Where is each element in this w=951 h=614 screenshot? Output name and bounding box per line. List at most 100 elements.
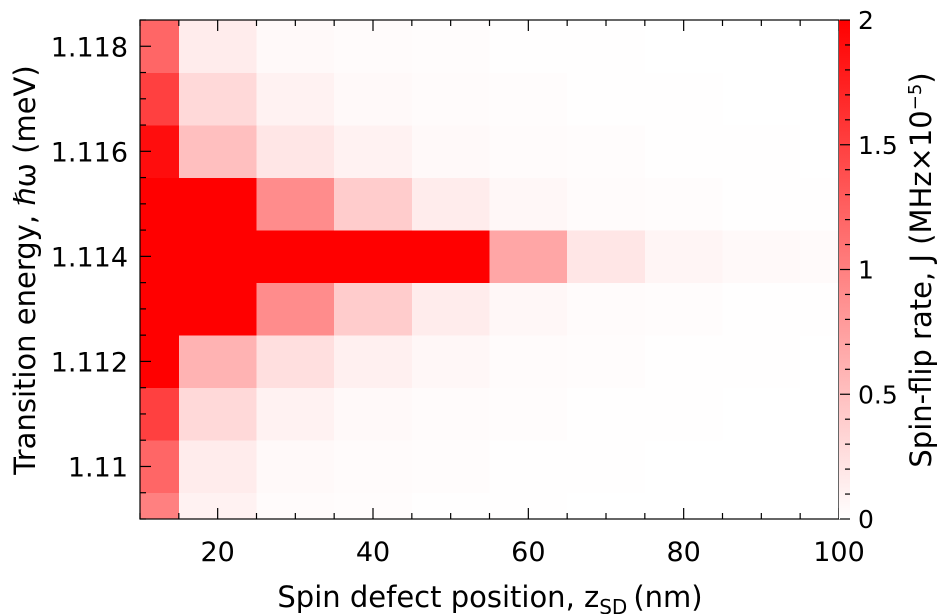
y-axis: 1.11 1.112 1.114 1.116 1.118 <box>51 19 151 520</box>
heatmap-cell <box>334 387 413 441</box>
heatmap-cell <box>800 230 840 284</box>
heatmap-cell <box>644 125 723 179</box>
heatmap-cell <box>411 440 490 494</box>
heatmap-cell <box>722 387 801 441</box>
heatmap-cell <box>800 492 840 520</box>
heatmap-cell <box>644 440 723 494</box>
heatmap-cell <box>567 125 646 179</box>
colorbar-tick-label: 0.5 <box>858 380 898 409</box>
x-tick-label: 40 <box>356 537 390 568</box>
heatmap-cell <box>411 387 490 441</box>
heatmap-cell <box>567 72 646 126</box>
heatmap-cell <box>411 125 490 179</box>
colorbar-tick-label: 1 <box>858 256 874 285</box>
x-axis-title: Spin defect position, zSD (nm) <box>277 580 702 614</box>
heatmap-cell <box>178 230 257 284</box>
heatmap-cell <box>140 72 180 126</box>
heatmap-cell <box>334 230 413 284</box>
x-tick-label: 100 <box>813 537 865 568</box>
colorbar-tick-label: 2 <box>858 6 874 35</box>
heatmap-cell <box>140 177 180 231</box>
x-tick-label: 60 <box>511 537 545 568</box>
heatmap-cell <box>334 177 413 231</box>
colorbar-tick-label: 1.5 <box>858 131 898 160</box>
heatmap-cell <box>800 440 840 494</box>
heatmap-cell <box>722 230 801 284</box>
heatmap-cell <box>644 282 723 336</box>
heatmap-cell <box>411 177 490 231</box>
heatmap-cell <box>567 230 646 284</box>
colorbar-title: Spin-flip rate, J (MHz×10−5) <box>904 72 938 467</box>
heatmap-cell <box>140 282 180 336</box>
heatmap-cell <box>800 125 840 179</box>
heatmap-cell <box>644 387 723 441</box>
heatmap-cell <box>411 20 490 74</box>
heatmap-cell <box>722 282 801 336</box>
heatmap-cell <box>644 72 723 126</box>
heatmap-cell <box>800 20 840 74</box>
heatmap-cell <box>489 282 568 336</box>
heatmap-cell <box>722 125 801 179</box>
heatmap-cell <box>178 335 257 389</box>
heatmap-cell <box>178 72 257 126</box>
heatmap-cell <box>256 440 335 494</box>
heatmap-cell <box>567 177 646 231</box>
heatmap-cell <box>411 335 490 389</box>
heatmap-cell <box>256 230 335 284</box>
heatmap-cell <box>567 387 646 441</box>
heatmap-cell <box>489 230 568 284</box>
heatmap-cell <box>178 440 257 494</box>
y-tick-label: 1.116 <box>51 137 128 168</box>
heatmap-cell <box>489 177 568 231</box>
heatmap-cell <box>411 72 490 126</box>
heatmap-cell <box>178 177 257 231</box>
y-tick-label: 1.11 <box>68 452 128 483</box>
heatmap-cell <box>334 72 413 126</box>
heatmap-cell <box>800 282 840 336</box>
y-axis-title: Transition energy, ℏω (meV) <box>8 65 42 475</box>
heatmap-cell <box>256 177 335 231</box>
heatmap-cell <box>256 335 335 389</box>
heatmap-cell <box>644 177 723 231</box>
heatmap-cell <box>800 335 840 389</box>
heatmap-cell <box>489 440 568 494</box>
x-tick-label: 20 <box>200 537 234 568</box>
x-tick-label: 80 <box>666 537 700 568</box>
heatmap-cell <box>567 440 646 494</box>
heatmap-cell <box>178 125 257 179</box>
heatmap-cell <box>178 282 257 336</box>
heatmap-cells <box>140 20 840 520</box>
heatmap-cell <box>256 72 335 126</box>
heatmap-cell <box>489 72 568 126</box>
heatmap-cell <box>800 177 840 231</box>
y-tick-label: 1.114 <box>51 242 128 273</box>
heatmap-cell <box>722 440 801 494</box>
heatmap-cell <box>178 387 257 441</box>
colorbar-axis: 0 0.5 1 1.5 2 <box>840 6 898 534</box>
heatmap-cell <box>140 387 180 441</box>
heatmap-cell <box>644 335 723 389</box>
heatmap-cell <box>334 125 413 179</box>
heatmap-cell <box>644 230 723 284</box>
y-tick-label: 1.112 <box>51 347 128 378</box>
heatmap-cell <box>567 335 646 389</box>
heatmap-cell <box>489 125 568 179</box>
y-tick-label: 1.118 <box>51 32 128 63</box>
heatmap-cell <box>800 72 840 126</box>
heatmap-cell <box>411 230 490 284</box>
heatmap-cell <box>722 335 801 389</box>
heatmap-cell <box>800 387 840 441</box>
heatmap-cell <box>567 20 646 74</box>
heatmap-cell <box>411 282 490 336</box>
heatmap-cell <box>722 177 801 231</box>
heatmap-cell <box>334 440 413 494</box>
heatmap-cell <box>140 492 180 520</box>
heatmap-cell <box>256 282 335 336</box>
heatmap-cell <box>722 20 801 74</box>
heatmap-cell <box>334 282 413 336</box>
heatmap-cell <box>489 335 568 389</box>
heatmap-cell <box>489 387 568 441</box>
heatmap-cell <box>256 387 335 441</box>
heatmap-cell <box>334 335 413 389</box>
